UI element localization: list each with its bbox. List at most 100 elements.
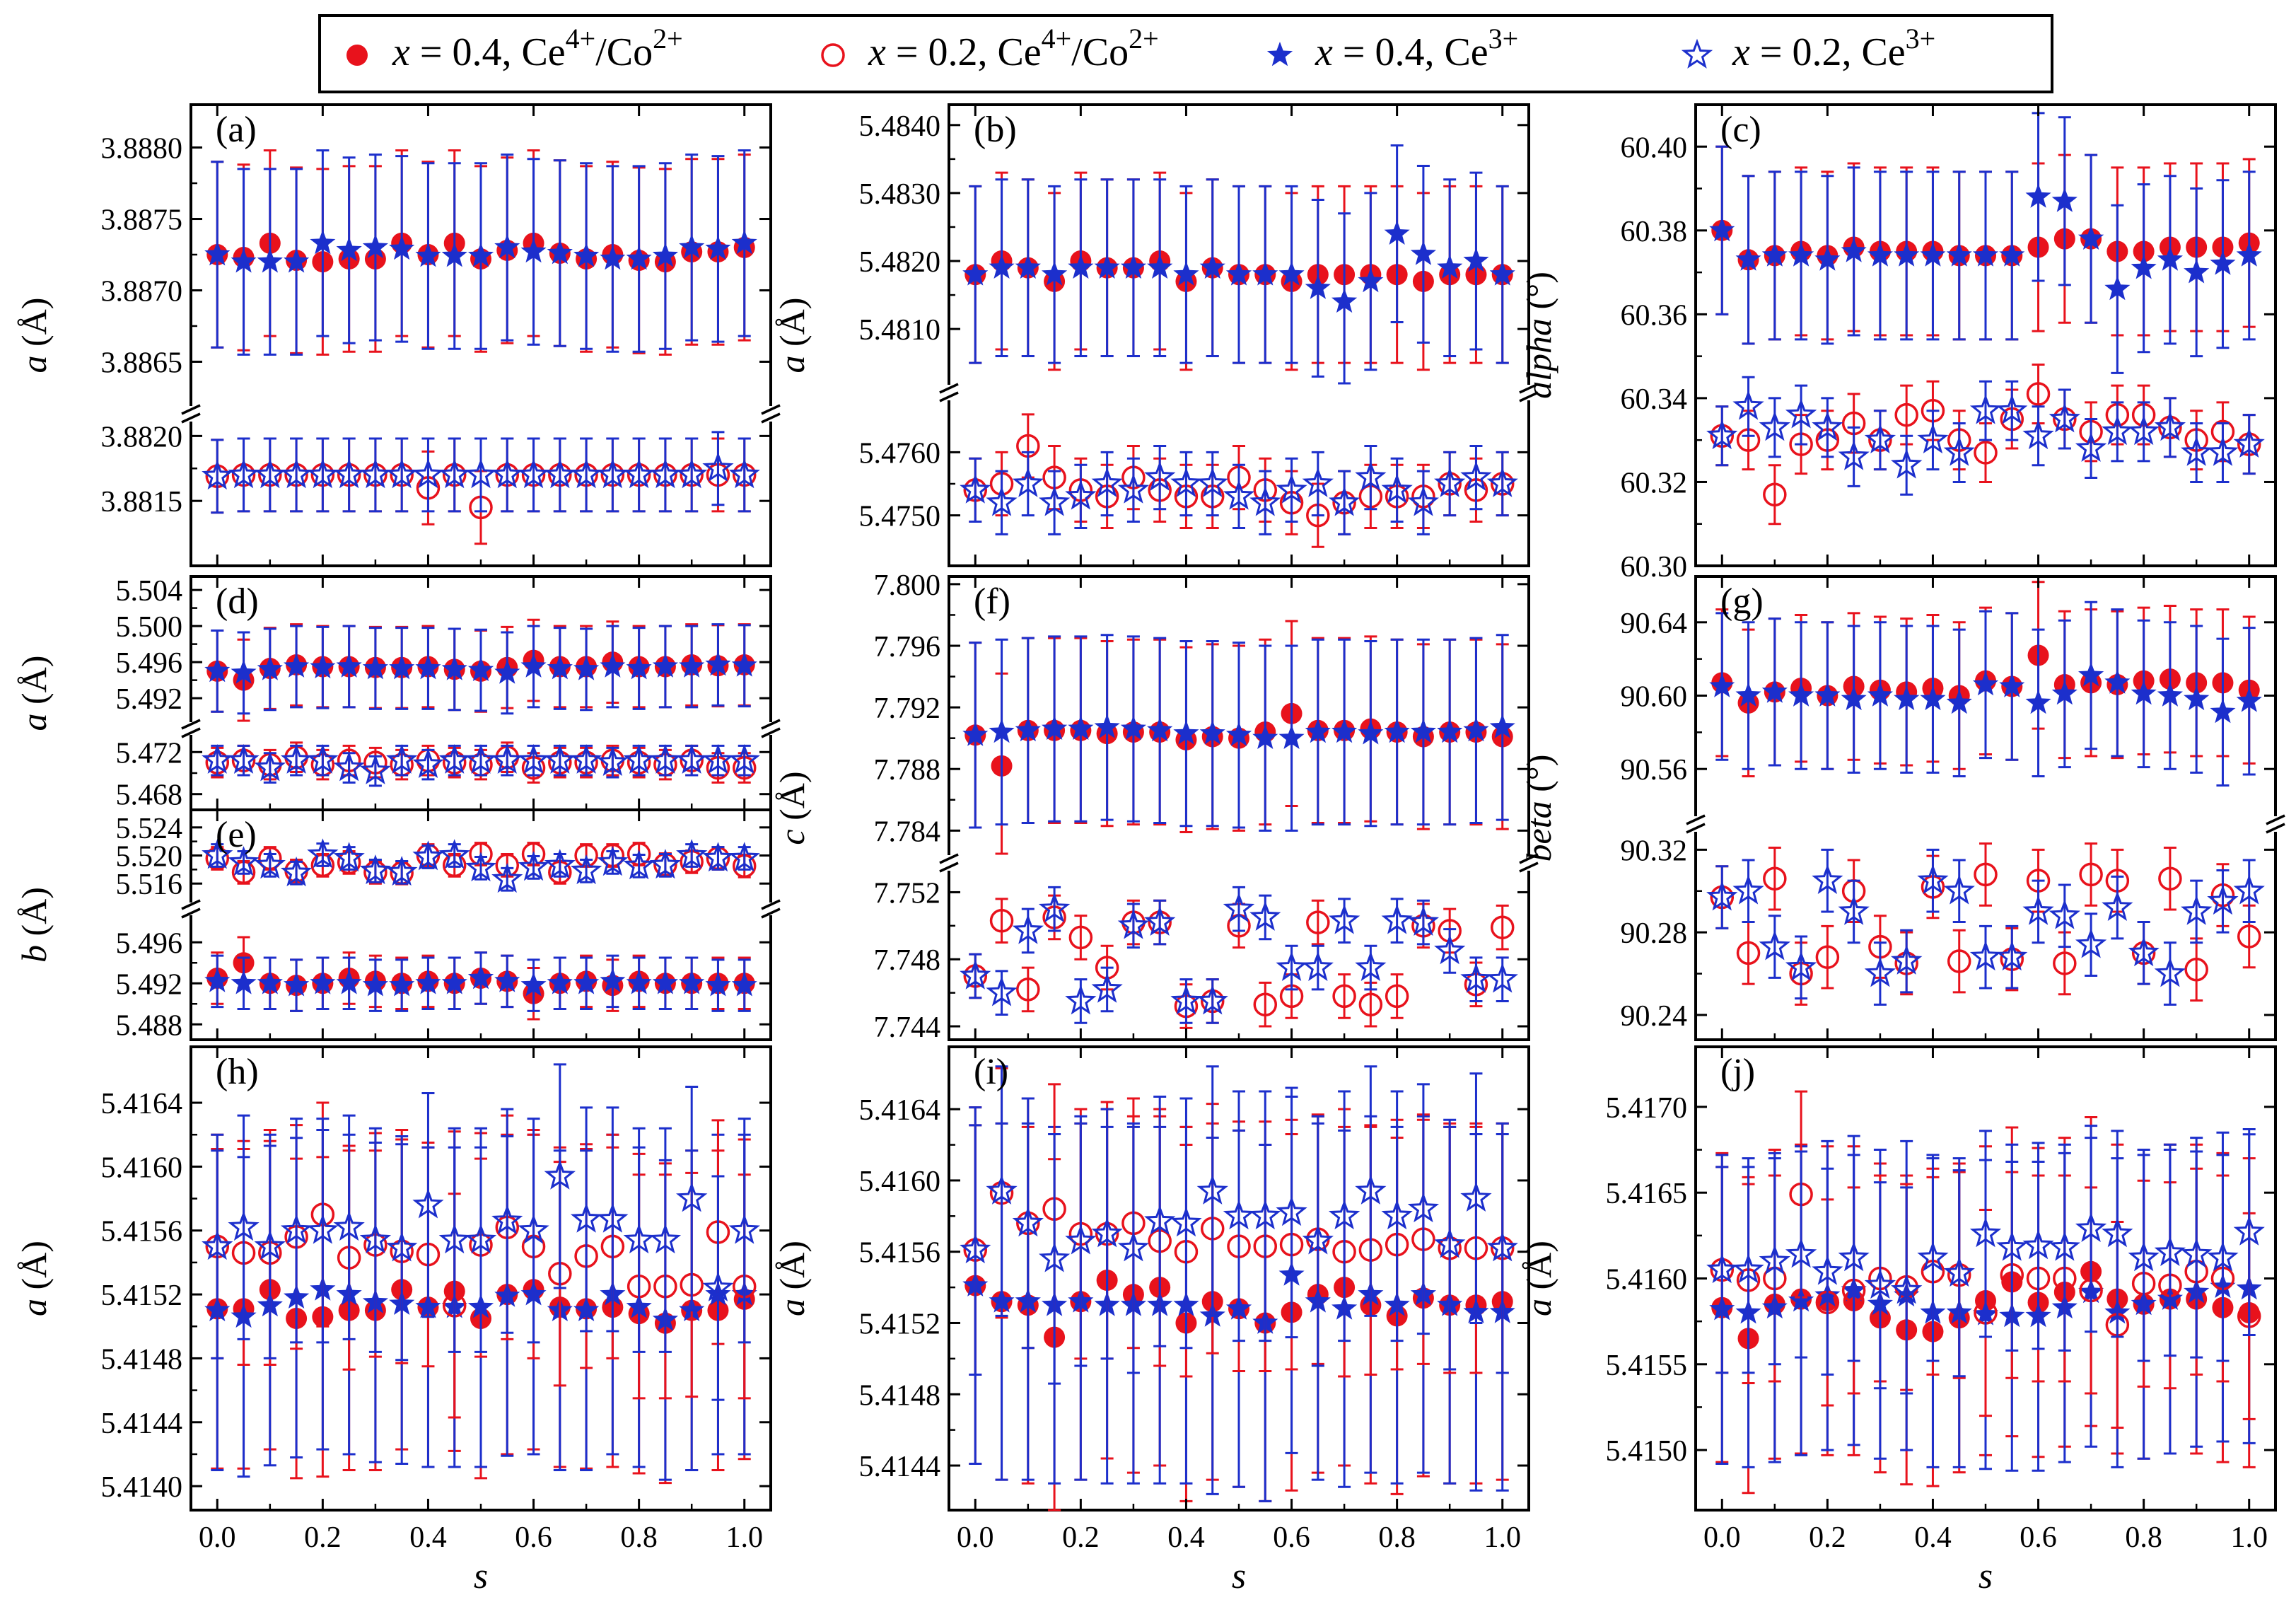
data-point <box>280 1214 313 1244</box>
y-tick-label: 5.504 <box>116 575 183 608</box>
data-point <box>2207 885 2239 915</box>
data-point <box>310 654 336 679</box>
data-point <box>1015 717 1041 742</box>
data-point <box>2207 1241 2239 1272</box>
data-point <box>652 243 678 267</box>
data-point <box>1385 984 1409 1009</box>
data-point <box>2078 225 2104 250</box>
data-point <box>544 1159 576 1190</box>
data-point <box>465 458 497 489</box>
axis-break-gap <box>939 385 959 400</box>
panel-i: 5.4144 5.4148 5.4152 5.4156 5.4160 5.4164 0.0 0… <box>772 1045 1530 1596</box>
data-point <box>1917 1241 1949 1272</box>
panel-title: (b) <box>974 110 1017 150</box>
axis-break-mark <box>1519 861 1539 873</box>
data-point <box>705 235 731 260</box>
data-point <box>254 458 286 489</box>
data-point <box>2236 688 2262 712</box>
data-point <box>2157 246 2183 271</box>
data-point <box>1486 963 1518 993</box>
data-point <box>679 970 705 994</box>
panel-title: (c) <box>1720 110 1761 150</box>
data-point <box>1894 685 1920 711</box>
data-point <box>1999 673 2025 697</box>
data-point <box>623 458 655 489</box>
y-tick-label: 90.24 <box>1621 1000 1688 1033</box>
data-point <box>228 743 260 774</box>
data-point <box>520 653 547 678</box>
data-point <box>389 972 415 997</box>
data-point <box>412 1188 444 1219</box>
data-point <box>228 846 260 876</box>
data-point <box>336 970 362 994</box>
data-point <box>1120 254 1146 279</box>
data-point <box>1117 909 1150 939</box>
data-point <box>1252 724 1278 749</box>
data-point <box>310 229 336 255</box>
data-point <box>1920 242 1946 267</box>
data-point <box>1463 717 1489 742</box>
data-point <box>415 970 441 994</box>
data-point <box>359 854 392 885</box>
axis-break-gap <box>939 855 959 871</box>
data-point <box>362 655 388 680</box>
legend-label-x02_ce3: x = 0.2, Ce3+ <box>1732 23 1935 74</box>
data-point <box>2157 682 2183 707</box>
data-point <box>1709 673 1735 697</box>
data-point <box>1117 473 1150 504</box>
axis-break-gap <box>181 406 201 422</box>
data-point <box>676 1182 708 1212</box>
x-tick-label: 0.4 <box>409 1521 447 1554</box>
data-point <box>2233 427 2265 458</box>
data-point <box>1147 254 1173 279</box>
data-point <box>1969 940 2002 971</box>
data-point <box>1891 448 1923 479</box>
y-tick-label: 7.796 <box>874 631 941 663</box>
panels: 3.8865 3.8870 3.8875 3.8880 3.8815 3.8820 (a) a… <box>14 103 2285 1596</box>
data-point <box>257 970 283 994</box>
data-point <box>1016 977 1040 1002</box>
data-point <box>307 1214 339 1244</box>
data-point <box>1065 1224 1097 1255</box>
panel-b: 5.4810 5.4820 5.4830 5.4840 5.4750 5.4760 (b) a… <box>772 103 1539 567</box>
data-point <box>333 1210 365 1241</box>
data-point <box>1974 441 1998 465</box>
y-tick-label: 5.4155 <box>1606 1350 1688 1382</box>
data-point <box>676 839 708 869</box>
data-point <box>1736 941 1761 965</box>
data-point <box>1225 261 1252 286</box>
data-point <box>728 458 760 489</box>
data-point <box>989 719 1015 743</box>
data-point <box>2210 698 2236 724</box>
data-point <box>2233 1215 2265 1246</box>
data-point <box>1332 984 1356 1009</box>
x-axis-label: s <box>474 1556 488 1596</box>
data-point <box>1253 992 1278 1016</box>
data-point <box>202 460 233 490</box>
data-point <box>1974 862 1998 887</box>
data-point <box>570 458 602 489</box>
data-point <box>1355 1174 1387 1205</box>
x-tick-label: 0.4 <box>1167 1521 1205 1554</box>
data-point <box>597 1202 629 1233</box>
panel-title: (f) <box>974 581 1010 622</box>
data-point <box>1920 685 1946 711</box>
data-point <box>1489 714 1515 738</box>
data-point <box>359 1224 392 1254</box>
data-point <box>280 458 313 489</box>
panel-a: 3.8865 3.8870 3.8875 3.8880 3.8815 3.8820 (a) a… <box>14 103 781 567</box>
data-point <box>2102 1217 2133 1248</box>
data-point <box>1170 467 1202 497</box>
data-point <box>1437 254 1463 279</box>
data-point <box>1972 242 1999 267</box>
data-point <box>284 653 310 678</box>
data-point <box>1735 682 1761 707</box>
series-x02_ce3 <box>1706 1125 2265 1395</box>
x-axis-label: s <box>1979 1556 1993 1596</box>
data-point <box>1812 864 1843 894</box>
data-point <box>1173 720 1199 745</box>
y-tick-label: 5.516 <box>116 869 183 901</box>
data-point <box>254 1230 286 1260</box>
data-point <box>1252 261 1278 286</box>
data-point <box>412 748 444 778</box>
